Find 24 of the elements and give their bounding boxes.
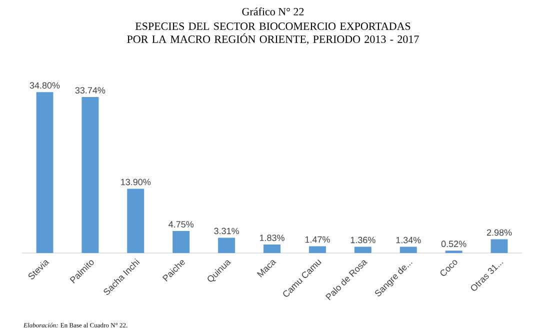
chart-subtitle: ESPECIES DEL SECTOR BIOCOMERCIO EXPORTADAS POR LA MACRO REGIÓN ORIENTE, PERIODO 2013 - 2017 <box>127 22 419 45</box>
bar <box>354 246 372 254</box>
bar <box>490 239 508 254</box>
bar <box>172 231 190 254</box>
data-label: 4.75% <box>168 221 194 228</box>
bar <box>445 250 462 254</box>
data-label: 33.74% <box>75 87 106 94</box>
data-label: 3.31% <box>214 228 239 234</box>
data-label: 0.52% <box>441 240 466 248</box>
data-label: 1.83% <box>260 234 284 242</box>
bar <box>218 238 236 254</box>
bar <box>400 246 417 254</box>
bar <box>127 188 144 254</box>
bar <box>82 97 99 254</box>
bar <box>308 246 326 254</box>
data-label: 1.47% <box>305 236 330 243</box>
data-label: 13.90% <box>121 178 151 186</box>
data-label: 2.98% <box>486 229 512 236</box>
bar <box>36 92 54 254</box>
data-label: 1.34% <box>396 236 421 244</box>
chart-title: Gráfico N° 22 <box>242 8 304 16</box>
data-label: 34.80% <box>30 82 60 89</box>
data-label: 1.36% <box>350 236 376 244</box>
bar <box>264 244 280 254</box>
